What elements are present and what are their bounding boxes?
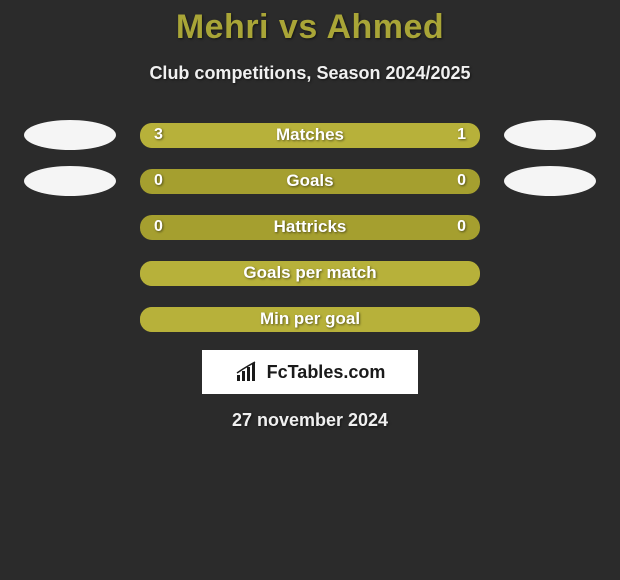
stat-value-right: 0 [457, 218, 466, 236]
stat-bar: Min per goal [140, 307, 480, 332]
subtitle: Club competitions, Season 2024/2025 [10, 63, 610, 84]
player-badge-left [24, 166, 116, 196]
stat-row: 3 Matches 1 [10, 112, 610, 158]
page-title: Mehri vs Ahmed [10, 8, 610, 47]
stat-row: Goals per match [10, 250, 610, 296]
stat-value-right: 1 [457, 126, 466, 144]
stat-bar: 3 Matches 1 [140, 123, 480, 148]
stat-value-right: 0 [457, 172, 466, 190]
stat-label: Hattricks [140, 217, 480, 237]
player-badge-right [504, 166, 596, 196]
date-text: 27 november 2024 [10, 410, 610, 431]
stat-rows: 3 Matches 1 0 Goals 0 0 Hattricks [10, 112, 610, 342]
stat-label: Min per goal [140, 309, 480, 329]
brand-logo-box: FcTables.com [202, 350, 418, 394]
brand-logo-text: FcTables.com [267, 362, 386, 383]
player-badge-right [504, 120, 596, 150]
stat-row: 0 Hattricks 0 [10, 204, 610, 250]
infographic-container: Mehri vs Ahmed Club competitions, Season… [0, 0, 620, 439]
stat-bar: 0 Goals 0 [140, 169, 480, 194]
brand-logo: FcTables.com [235, 361, 386, 383]
stat-label: Goals per match [140, 263, 480, 283]
stat-label: Matches [140, 125, 480, 145]
chart-icon [235, 361, 261, 383]
stat-bar: Goals per match [140, 261, 480, 286]
stat-label: Goals [140, 171, 480, 191]
stat-bar: 0 Hattricks 0 [140, 215, 480, 240]
stat-row: Min per goal [10, 296, 610, 342]
stat-row: 0 Goals 0 [10, 158, 610, 204]
player-badge-left [24, 120, 116, 150]
